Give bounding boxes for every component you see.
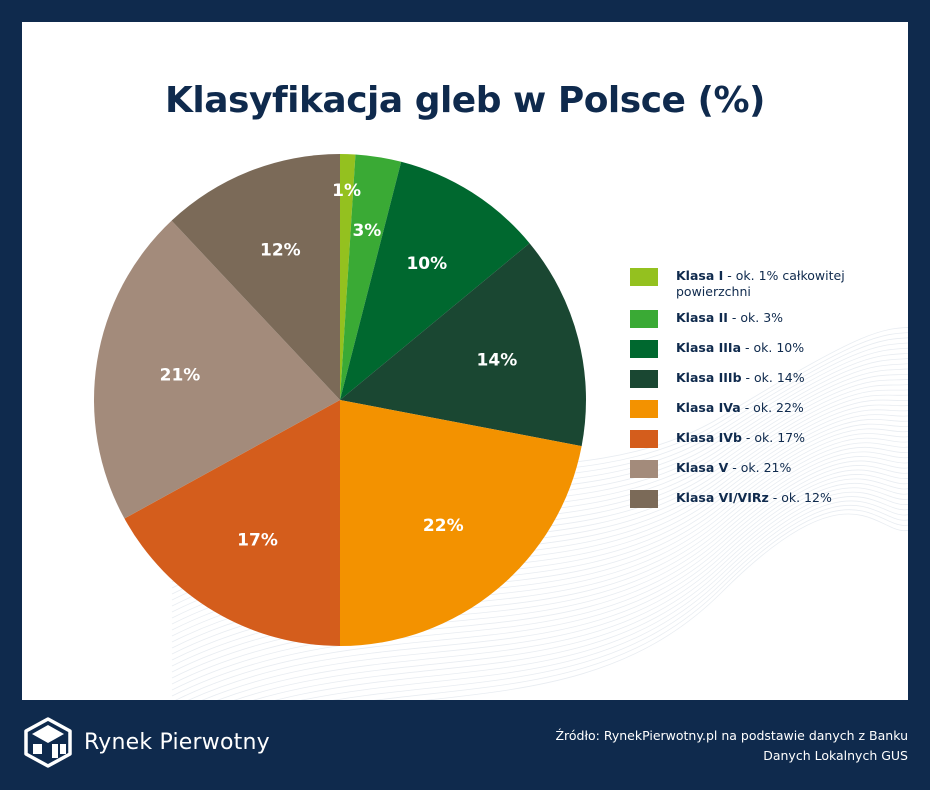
legend-item: Klasa VI/VIRz - ok. 12% bbox=[630, 490, 900, 510]
slice-label: 22% bbox=[423, 516, 464, 536]
brand-name: Rynek Pierwotny bbox=[84, 729, 270, 755]
legend-desc: - ok. 10% bbox=[741, 340, 805, 355]
legend: Klasa I - ok. 1% całkowitej powierzchni K… bbox=[630, 268, 900, 520]
legend-desc: - ok. 14% bbox=[741, 370, 805, 385]
pie-slice-klasa-iiia bbox=[340, 161, 530, 400]
legend-desc: - ok. 22% bbox=[740, 400, 804, 415]
legend-swatch bbox=[630, 460, 658, 478]
legend-desc: - ok. 3% bbox=[727, 310, 784, 325]
chart-title: Klasyfikacja gleb w Polsce (%) bbox=[165, 80, 765, 121]
source-line-2: Danych Lokalnych GUS bbox=[763, 748, 908, 763]
pie-slice-klasa-ii bbox=[340, 154, 402, 400]
legend-swatch bbox=[630, 430, 658, 448]
legend-swatch bbox=[630, 400, 658, 418]
chart-card: Klasyfikacja gleb w Polsce (%) 1% 3% 10% 14… bbox=[22, 22, 908, 700]
legend-desc: - ok. 1% całkowitej powierzchni bbox=[676, 268, 845, 299]
pie-slice-klasa-i bbox=[340, 154, 356, 400]
legend-swatch bbox=[630, 490, 658, 508]
legend-desc: - ok. 21% bbox=[728, 460, 792, 475]
slice-label: 14% bbox=[477, 351, 518, 371]
pie-slice-klasa-ivb bbox=[124, 400, 340, 646]
legend-swatch bbox=[630, 310, 658, 328]
slice-label: 21% bbox=[160, 366, 201, 386]
slice-label: 3% bbox=[352, 221, 381, 241]
legend-item: Klasa IVa - ok. 22% bbox=[630, 400, 900, 420]
legend-swatch bbox=[630, 340, 658, 358]
pie-slice-klasa-iiib bbox=[340, 243, 586, 447]
slice-label: 10% bbox=[406, 254, 447, 274]
legend-name: Klasa IIIb bbox=[676, 370, 742, 385]
legend-swatch bbox=[630, 268, 658, 286]
source-note: Źródło: RynekPierwotny.pl na podstawie d… bbox=[488, 726, 908, 766]
legend-item: Klasa II - ok. 3% bbox=[630, 310, 900, 330]
cube-logo-icon bbox=[24, 717, 72, 768]
legend-name: Klasa IVb bbox=[676, 430, 742, 445]
legend-desc: - ok. 12% bbox=[768, 490, 832, 505]
legend-name: Klasa V bbox=[676, 460, 729, 475]
legend-item: Klasa V - ok. 21% bbox=[630, 460, 900, 480]
slice-label: 1% bbox=[332, 181, 361, 201]
pie-slice-klasa-iva bbox=[340, 400, 582, 646]
legend-name: Klasa IIIa bbox=[676, 340, 742, 355]
slice-label: 17% bbox=[237, 530, 278, 550]
legend-item: Klasa IVb - ok. 17% bbox=[630, 430, 900, 450]
legend-name: Klasa II bbox=[676, 310, 728, 325]
legend-item: Klasa IIIb - ok. 14% bbox=[630, 370, 900, 390]
pie-slice-klasa-v bbox=[94, 220, 340, 519]
brand-logo[interactable]: Rynek Pierwotny bbox=[22, 716, 270, 768]
source-line-1: Źródło: RynekPierwotny.pl na podstawie d… bbox=[555, 728, 908, 743]
legend-swatch bbox=[630, 370, 658, 388]
legend-item: Klasa IIIa - ok. 10% bbox=[630, 340, 900, 360]
legend-name: Klasa VI/VIRz bbox=[676, 490, 769, 505]
legend-desc: - ok. 17% bbox=[741, 430, 805, 445]
legend-name: Klasa I bbox=[676, 268, 724, 283]
legend-name: Klasa IVa bbox=[676, 400, 741, 415]
pie-chart: 1% 3% 10% 14% 22% 17% 21% 12% bbox=[94, 154, 586, 646]
legend-item: Klasa I - ok. 1% całkowitej powierzchni bbox=[630, 268, 900, 300]
slice-label: 12% bbox=[260, 240, 301, 260]
pie-slice-klasa-vi-virz bbox=[171, 154, 340, 400]
